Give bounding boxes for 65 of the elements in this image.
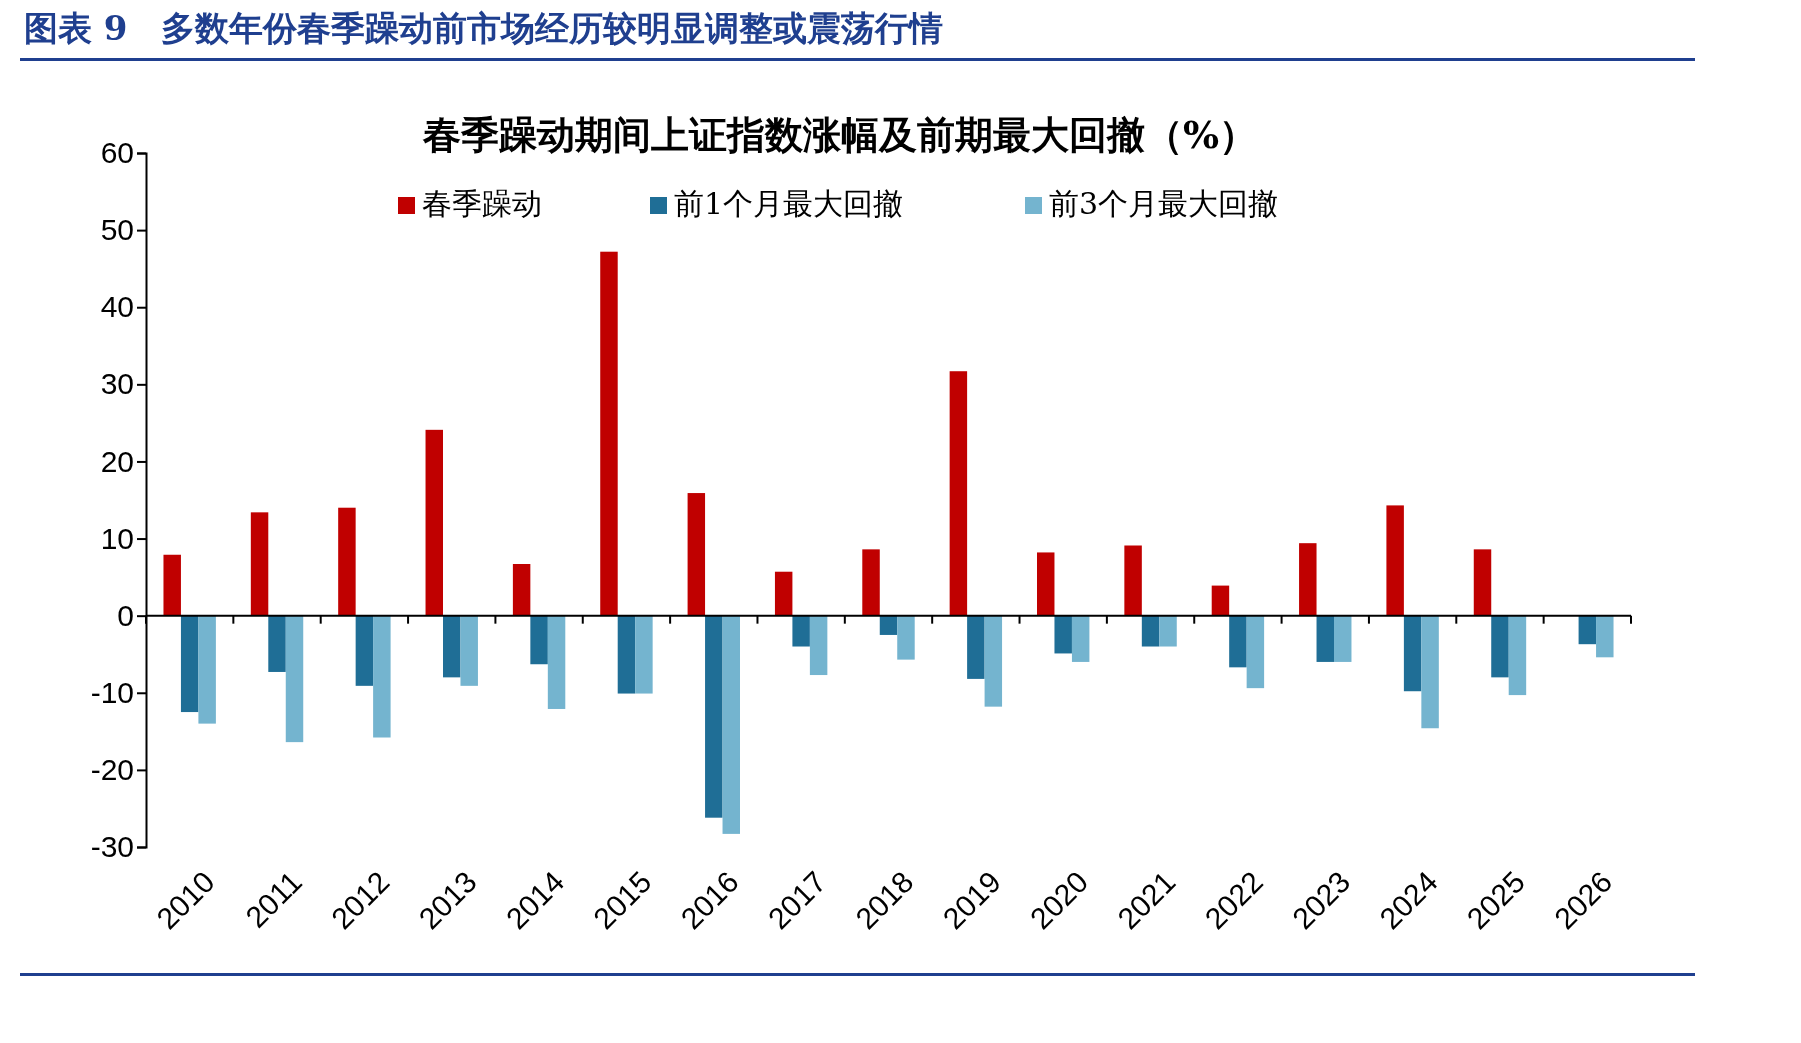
y-tick-label: -30 (90, 830, 134, 864)
bar (268, 615, 286, 672)
bar (1316, 615, 1334, 662)
bar (1299, 543, 1317, 616)
y-tick-label: 60 (100, 136, 134, 170)
y-tick-label: 20 (100, 444, 134, 478)
y-tick-label: 10 (100, 521, 134, 555)
y-tick-label: 50 (100, 213, 134, 247)
bar (1159, 615, 1177, 647)
bar (687, 493, 706, 616)
bar (600, 251, 618, 616)
bar (967, 615, 985, 679)
bar (1124, 545, 1142, 616)
bar (705, 615, 723, 818)
y-tick-label: -10 (90, 675, 134, 709)
bar (460, 615, 478, 686)
bar (443, 615, 461, 678)
y-tick-label: -20 (90, 752, 134, 786)
bar (1421, 615, 1439, 729)
bar (635, 615, 653, 694)
chart-title: 图表 9 多数年份春季躁动前市场经历较明显调整或震荡行情 (24, 8, 944, 48)
legend-label: 春季躁动 (422, 186, 542, 221)
bar (285, 615, 304, 743)
bar (530, 615, 548, 665)
bar (1246, 615, 1265, 689)
bar (1578, 615, 1597, 645)
bar (1473, 549, 1492, 616)
bar (879, 615, 898, 635)
bar (774, 571, 793, 616)
y-tick-label: 0 (117, 598, 134, 632)
bar (1508, 615, 1527, 696)
bar (1403, 615, 1422, 692)
bar (809, 615, 828, 676)
bar (425, 429, 443, 616)
bar (250, 512, 269, 616)
y-tick-label: 40 (100, 290, 134, 324)
bar (1071, 615, 1090, 662)
bar (862, 549, 880, 616)
bar (1596, 615, 1614, 658)
bar (373, 615, 391, 738)
bar (949, 371, 968, 616)
bar (1037, 552, 1055, 616)
bar (1386, 505, 1404, 616)
bar (547, 615, 566, 709)
bar (792, 615, 810, 647)
bar (338, 507, 356, 616)
bar (722, 615, 740, 834)
bar (1229, 615, 1247, 668)
legend-label: 前1个月最大回撤 (674, 186, 904, 221)
bar (1211, 585, 1230, 616)
chart-subtitle: 春季躁动期间上证指数涨幅及前期最大回撤（%） (421, 112, 1258, 157)
bar (1141, 615, 1160, 647)
bar (1334, 615, 1352, 662)
bar (163, 554, 181, 616)
bar (1491, 615, 1509, 678)
bar (984, 615, 1003, 707)
bar (512, 564, 531, 616)
y-tick-label: 30 (100, 367, 134, 401)
bar (897, 615, 915, 660)
bar (1054, 615, 1072, 654)
bar (355, 615, 374, 686)
bar (180, 615, 199, 713)
bar (617, 615, 636, 694)
bar (198, 615, 216, 724)
legend-label: 前3个月最大回撤 (1049, 186, 1279, 221)
